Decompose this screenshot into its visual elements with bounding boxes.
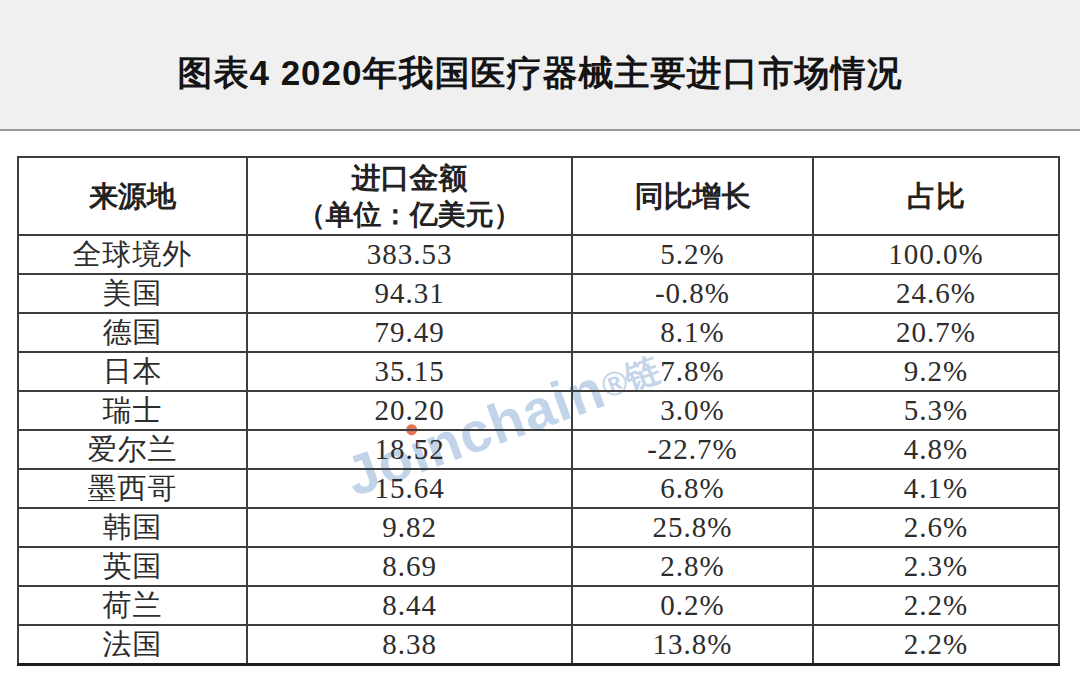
cell-growth: 25.8% <box>572 508 813 547</box>
table-row: 英国8.692.8%2.3% <box>18 547 1059 586</box>
table-header-row: 来源地 进口金额 （单位：亿美元） 同比增长 占比 <box>18 157 1059 235</box>
cell-growth: -22.7% <box>572 430 813 469</box>
table-header: 来源地 进口金额 （单位：亿美元） 同比增长 占比 <box>18 157 1059 235</box>
cell-origin: 爱尔兰 <box>18 430 247 469</box>
cell-origin: 英国 <box>18 547 247 586</box>
cell-origin: 美国 <box>18 274 247 313</box>
cell-growth: 7.8% <box>572 352 813 391</box>
table-row: 全球境外383.535.2%100.0% <box>18 235 1059 274</box>
column-header-amount-label: 进口金额 <box>248 160 571 196</box>
cell-share: 100.0% <box>813 235 1059 274</box>
cell-origin: 德国 <box>18 313 247 352</box>
cell-amount: 79.49 <box>247 313 572 352</box>
cell-origin: 墨西哥 <box>18 469 247 508</box>
table-row: 美国94.31-0.8%24.6% <box>18 274 1059 313</box>
cell-origin: 全球境外 <box>18 235 247 274</box>
cell-growth: 8.1% <box>572 313 813 352</box>
cell-amount: 8.38 <box>247 625 572 665</box>
cell-origin: 瑞士 <box>18 391 247 430</box>
cell-share: 20.7% <box>813 313 1059 352</box>
cell-share: 9.2% <box>813 352 1059 391</box>
table-row: 荷兰8.440.2%2.2% <box>18 586 1059 625</box>
column-header-amount: 进口金额 （单位：亿美元） <box>247 157 572 235</box>
cell-amount: 8.69 <box>247 547 572 586</box>
column-header-share: 占比 <box>813 157 1059 235</box>
table-row: 日本35.157.8%9.2% <box>18 352 1059 391</box>
table-row: 墨西哥15.646.8%4.1% <box>18 469 1059 508</box>
table-row: 爱尔兰18.52-22.7%4.8% <box>18 430 1059 469</box>
cell-amount: 18.52 <box>247 430 572 469</box>
cell-amount: 9.82 <box>247 508 572 547</box>
cell-growth: 5.2% <box>572 235 813 274</box>
column-header-amount-unit: （单位：亿美元） <box>248 197 571 232</box>
column-header-share-label: 占比 <box>814 178 1058 214</box>
table-row: 法国8.3813.8%2.2% <box>18 625 1059 665</box>
cell-amount: 383.53 <box>247 235 572 274</box>
table-row: 瑞士20.203.0%5.3% <box>18 391 1059 430</box>
cell-amount: 35.15 <box>247 352 572 391</box>
cell-growth: 0.2% <box>572 586 813 625</box>
column-header-growth: 同比增长 <box>572 157 813 235</box>
cell-share: 24.6% <box>813 274 1059 313</box>
cell-share: 4.8% <box>813 430 1059 469</box>
table-body: 全球境外383.535.2%100.0%美国94.31-0.8%24.6%德国7… <box>18 235 1059 665</box>
cell-origin: 韩国 <box>18 508 247 547</box>
cell-share: 4.1% <box>813 469 1059 508</box>
cell-share: 2.2% <box>813 625 1059 665</box>
cell-share: 2.6% <box>813 508 1059 547</box>
page-title: 图表4 2020年我国医疗器械主要进口市场情况 <box>177 50 902 97</box>
table-row: 德国79.498.1%20.7% <box>18 313 1059 352</box>
cell-growth: 3.0% <box>572 391 813 430</box>
cell-origin: 日本 <box>18 352 247 391</box>
cell-amount: 20.20 <box>247 391 572 430</box>
cell-share: 2.3% <box>813 547 1059 586</box>
title-band: 图表4 2020年我国医疗器械主要进口市场情况 <box>0 0 1080 131</box>
column-header-origin-label: 来源地 <box>19 178 246 214</box>
cell-origin: 法国 <box>18 625 247 665</box>
cell-share: 5.3% <box>813 391 1059 430</box>
column-header-growth-label: 同比增长 <box>573 178 812 214</box>
table-row: 韩国9.8225.8%2.6% <box>18 508 1059 547</box>
column-header-origin: 来源地 <box>18 157 247 235</box>
cell-share: 2.2% <box>813 586 1059 625</box>
cell-amount: 94.31 <box>247 274 572 313</box>
cell-growth: 2.8% <box>572 547 813 586</box>
cell-growth: 13.8% <box>572 625 813 665</box>
cell-growth: 6.8% <box>572 469 813 508</box>
cell-amount: 15.64 <box>247 469 572 508</box>
cell-amount: 8.44 <box>247 586 572 625</box>
import-market-table: 来源地 进口金额 （单位：亿美元） 同比增长 占比 全球境外383.535.2%… <box>17 156 1060 666</box>
cell-growth: -0.8% <box>572 274 813 313</box>
cell-origin: 荷兰 <box>18 586 247 625</box>
